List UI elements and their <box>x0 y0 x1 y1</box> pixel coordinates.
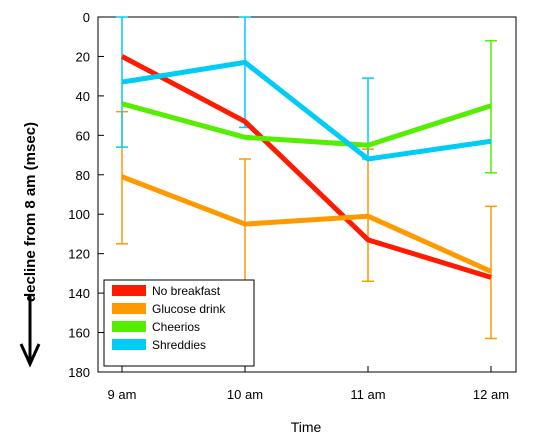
y-tick-label: 160 <box>68 326 90 341</box>
y-tick-label: 0 <box>83 10 90 25</box>
x-tick-label: 11 am <box>350 387 385 402</box>
x-tick-label: 10 am <box>227 387 263 402</box>
legend-label-no-breakfast: No breakfast <box>152 284 221 298</box>
y-axis-title: decline from 8 am (msec) <box>22 122 39 302</box>
legend: No breakfast Glucose drink Cheerios Shreddi… <box>103 279 255 367</box>
series-lines <box>120 54 493 280</box>
series-line-cheerios <box>121 101 492 148</box>
legend-label-shreddies: Shreddies <box>152 338 206 352</box>
y-tick-label: 80 <box>76 168 90 183</box>
y-axis: 0 20 40 60 80 100 120 140 160 180 <box>68 10 104 380</box>
series-line-glucose-drink <box>121 174 493 274</box>
plot-border <box>97 16 517 373</box>
x-axis: 9 am 10 am 11 am 12 am <box>108 366 509 402</box>
y-tick-label: 100 <box>68 207 90 222</box>
y-tick-label: 120 <box>68 247 90 262</box>
down-arrow-icon <box>19 296 41 368</box>
legend-swatch-no-breakfast <box>112 285 146 296</box>
y-tick-label: 180 <box>68 365 90 380</box>
y-tick-label: 40 <box>76 89 90 104</box>
series-line-shreddies <box>121 59 492 162</box>
legend-label-cheerios: Cheerios <box>152 320 200 334</box>
y-axis-title-group: decline from 8 am (msec) <box>19 122 41 368</box>
legend-label-glucose-drink: Glucose drink <box>152 302 226 316</box>
y-tick-label: 60 <box>76 128 90 143</box>
legend-swatch-glucose-drink <box>112 303 146 314</box>
x-tick-label: 12 am <box>473 387 509 402</box>
y-tick-label: 20 <box>76 49 90 64</box>
x-tick-label: 9 am <box>108 387 137 402</box>
y-tick-label: 140 <box>68 286 90 301</box>
legend-swatch-cheerios <box>112 321 146 332</box>
x-axis-title: Time <box>291 419 322 435</box>
series-line-no-breakfast <box>120 54 492 280</box>
plot-frame <box>97 16 517 373</box>
legend-swatch-shreddies <box>112 339 146 350</box>
